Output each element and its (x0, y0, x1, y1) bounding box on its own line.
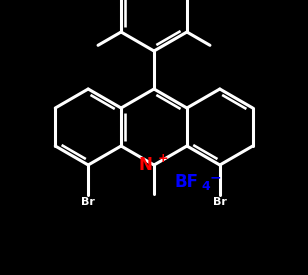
Text: Br: Br (81, 197, 95, 207)
Text: +: + (158, 153, 168, 166)
Text: −: − (210, 170, 222, 184)
Text: BF: BF (175, 173, 199, 191)
Text: Br: Br (213, 197, 227, 207)
Text: 4: 4 (201, 180, 210, 192)
Text: N: N (138, 156, 152, 174)
